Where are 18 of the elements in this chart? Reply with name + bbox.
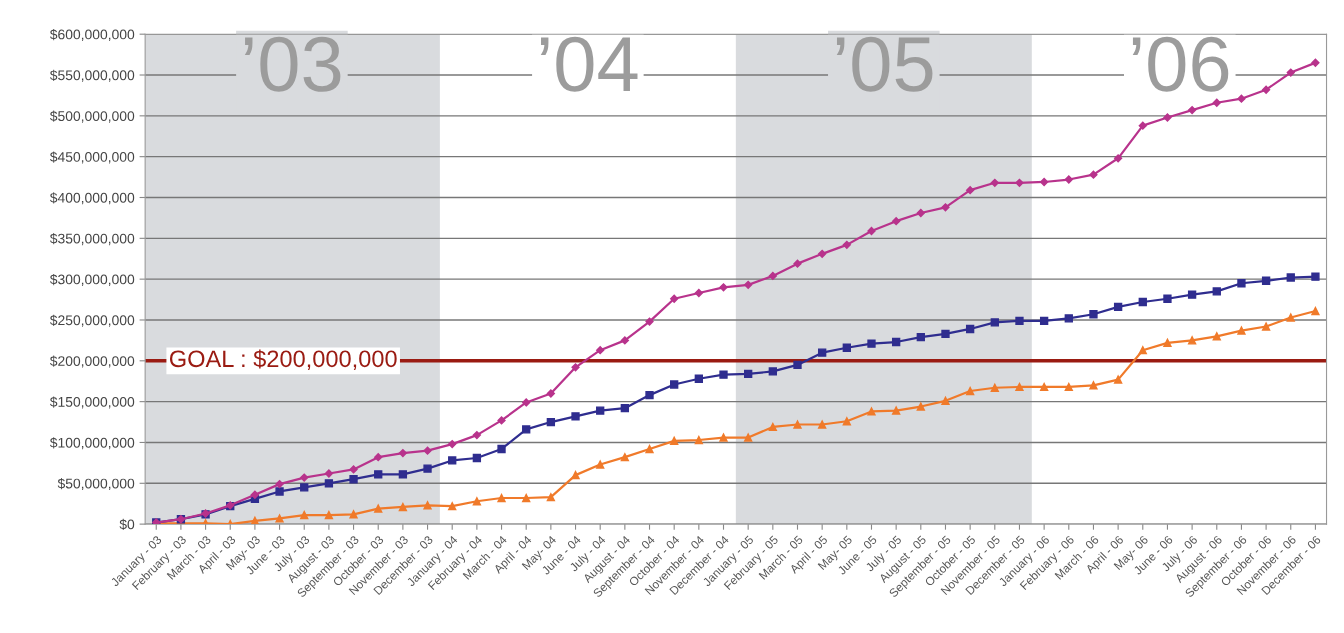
y-tick-label: $300,000,000 xyxy=(49,273,135,286)
annotation: ’03 xyxy=(244,36,341,92)
y-tick-label: $500,000,000 xyxy=(49,110,135,123)
y-tick-label: $250,000,000 xyxy=(49,314,135,327)
y-tick-label: $550,000,000 xyxy=(49,69,135,82)
y-tick-label: $0 xyxy=(119,518,135,531)
y-tick-label: $100,000,000 xyxy=(49,437,135,450)
y-tick-label: $150,000,000 xyxy=(49,396,135,409)
y-tick-label: $400,000,000 xyxy=(49,192,135,205)
y-tick-label: $600,000,000 xyxy=(49,28,135,41)
y-tick-label: $350,000,000 xyxy=(49,233,135,246)
y-tick-label: $450,000,000 xyxy=(49,151,135,164)
y-tick-label: $200,000,000 xyxy=(49,355,135,368)
annotation: ’04 xyxy=(540,36,638,92)
annotation: ’06 xyxy=(1132,36,1229,92)
ref-line-label: GOAL : $200,000,000 xyxy=(169,349,397,370)
annotation: ’05 xyxy=(836,36,933,92)
y-tick-label: $50,000,000 xyxy=(57,478,135,491)
